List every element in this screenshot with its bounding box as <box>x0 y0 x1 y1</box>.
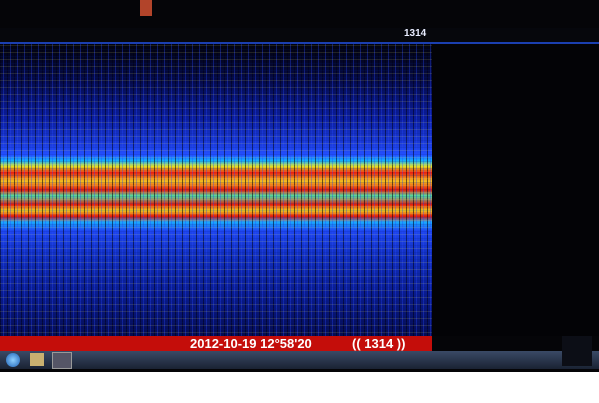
start-button[interactable] <box>6 353 20 367</box>
tray <box>562 336 592 366</box>
frequency-marker: (( 1314 )) <box>352 336 406 351</box>
reflection <box>140 0 152 16</box>
channel-label: 1314 <box>404 28 427 39</box>
timestamp: 2012-10-19 12°58'20 <box>190 336 312 351</box>
folder-icon[interactable] <box>30 353 44 366</box>
app-icon[interactable] <box>52 352 72 369</box>
taskbar <box>0 351 599 369</box>
frequency-scale-bar <box>0 28 599 44</box>
empty-pane <box>432 44 599 336</box>
spectrogram <box>0 44 432 336</box>
spectrogram-texture <box>0 44 432 336</box>
status-bar <box>0 336 432 351</box>
